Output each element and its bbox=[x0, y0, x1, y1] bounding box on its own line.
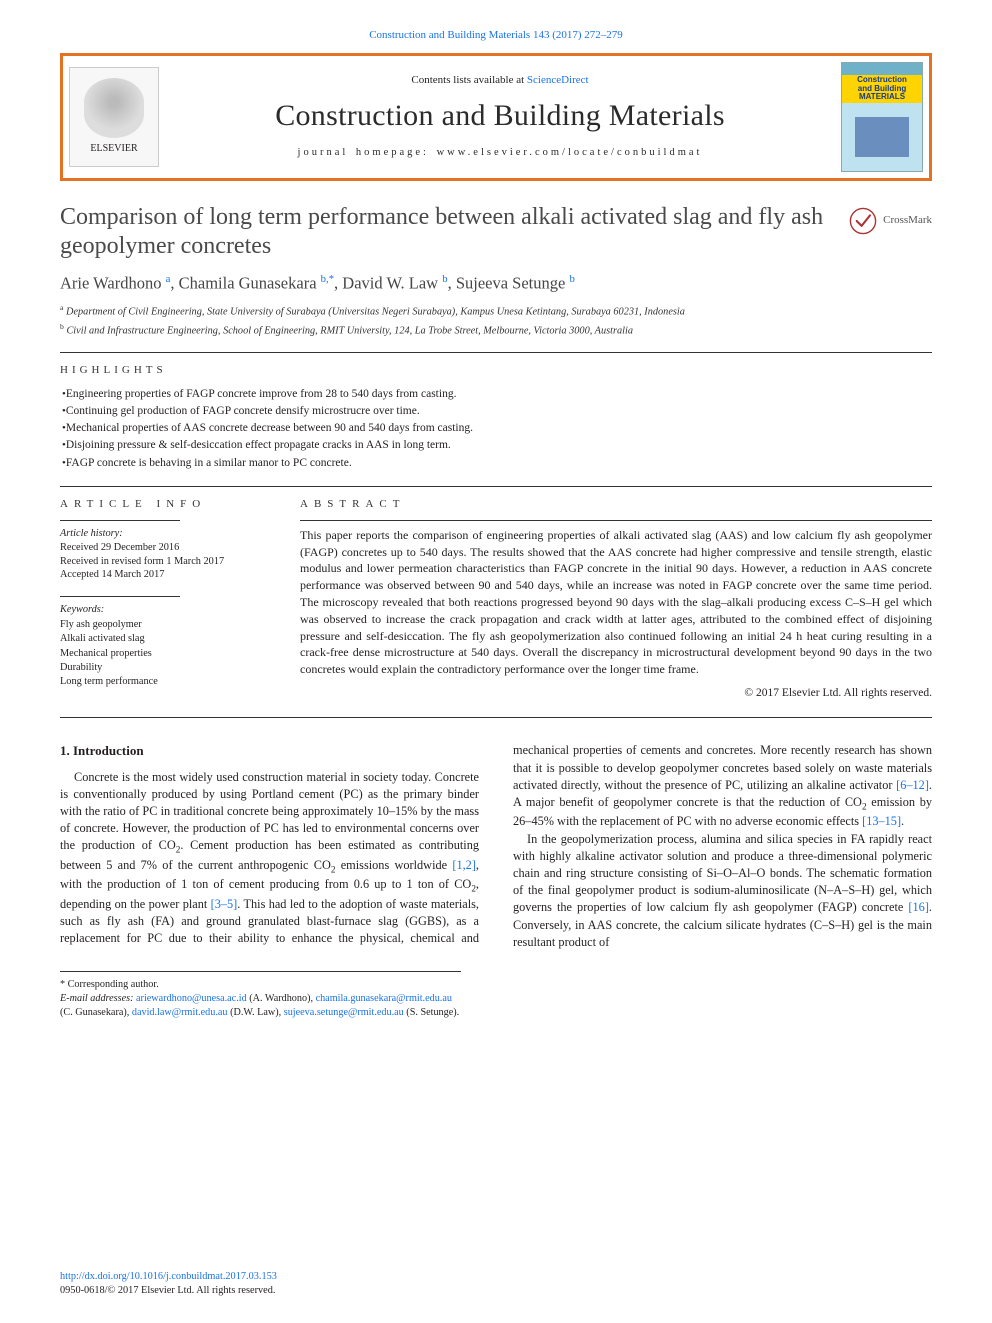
affiliation-b: b Civil and Infrastructure Engineering, … bbox=[60, 322, 932, 338]
history-received: Received 29 December 2016 bbox=[60, 541, 260, 555]
ref-link[interactable]: [3–5] bbox=[211, 897, 238, 911]
divider bbox=[60, 486, 932, 487]
abstract-heading: ABSTRACT bbox=[300, 497, 932, 512]
elsevier-logo: ELSEVIER bbox=[69, 67, 159, 167]
journal-homepage: journal homepage: www.elsevier.com/locat… bbox=[169, 146, 831, 160]
journal-ref-header: Construction and Building Materials 143 … bbox=[60, 28, 932, 43]
ref-link[interactable]: [1,2] bbox=[452, 858, 476, 872]
ref-link[interactable]: [13–15] bbox=[862, 814, 901, 828]
keywords-block: Keywords: Fly ash geopolymer Alkali acti… bbox=[60, 603, 260, 689]
text: (D.W. Law), bbox=[228, 1007, 284, 1018]
author-2: Chamila Gunasekara bbox=[179, 274, 317, 293]
email-addresses: E-mail addresses: ariewardhono@unesa.ac.… bbox=[60, 992, 461, 1020]
highlight-item: Mechanical properties of AAS concrete de… bbox=[62, 420, 932, 437]
email-link[interactable]: ariewardhono@unesa.ac.id bbox=[136, 993, 247, 1004]
email-link[interactable]: sujeeva.setunge@rmit.edu.au bbox=[284, 1007, 404, 1018]
text: (S. Setunge). bbox=[404, 1007, 459, 1018]
article-info-heading: ARTICLE INFO bbox=[60, 497, 260, 512]
contents-list-pre: Contents lists available at bbox=[411, 74, 526, 86]
keyword: Fly ash geopolymer bbox=[60, 618, 260, 632]
affiliation-a: a Department of Civil Engineering, State… bbox=[60, 303, 932, 319]
author-4: Sujeeva Setunge bbox=[456, 274, 566, 293]
keyword: Long term performance bbox=[60, 675, 260, 689]
text: In the geopolymerization process, alumin… bbox=[513, 832, 932, 915]
author-2-affil-sup: b, bbox=[321, 273, 329, 285]
affiliation-b-text: Civil and Infrastructure Engineering, Sc… bbox=[66, 325, 633, 336]
text: emissions worldwide bbox=[335, 858, 452, 872]
intro-heading: 1. Introduction bbox=[60, 742, 479, 760]
contents-list-line: Contents lists available at ScienceDirec… bbox=[169, 73, 831, 88]
highlights-heading: HIGHLIGHTS bbox=[60, 363, 932, 378]
author-list: Arie Wardhono a, Chamila Gunasekara b,*,… bbox=[60, 272, 932, 295]
crossmark-icon bbox=[849, 207, 877, 235]
text: . This had led to the adoption of waste bbox=[237, 897, 427, 911]
author-4-affil-sup: b bbox=[569, 273, 574, 285]
page-footer: http://dx.doi.org/10.1016/j.conbuildmat.… bbox=[60, 1270, 277, 1297]
divider bbox=[300, 520, 932, 521]
divider-short bbox=[60, 596, 180, 597]
history-revised: Received in revised form 1 March 2017 bbox=[60, 555, 260, 569]
journal-cover-thumbnail: Construction and Building MATERIALS bbox=[841, 62, 923, 172]
author-3-affil-sup: b bbox=[442, 273, 447, 285]
keyword: Alkali activated slag bbox=[60, 632, 260, 646]
divider-short bbox=[60, 520, 180, 521]
divider bbox=[60, 717, 932, 718]
text: (C. Gunasekara), bbox=[60, 1007, 132, 1018]
author-2-corr-sup: * bbox=[329, 273, 334, 285]
abstract-text: This paper reports the comparison of eng… bbox=[300, 527, 932, 678]
ref-link[interactable]: [16] bbox=[908, 900, 929, 914]
issn-copyright: 0950-0618/© 2017 Elsevier Ltd. All right… bbox=[60, 1285, 275, 1296]
keyword: Durability bbox=[60, 661, 260, 675]
highlight-item: Continuing gel production of FAGP concre… bbox=[62, 403, 932, 420]
highlight-item: FAGP concrete is behaving in a similar m… bbox=[62, 455, 932, 472]
crossmark-badge[interactable]: CrossMark bbox=[849, 207, 932, 235]
crossmark-label: CrossMark bbox=[883, 213, 932, 228]
article-history: Article history: Received 29 December 20… bbox=[60, 527, 260, 583]
doi-link[interactable]: http://dx.doi.org/10.1016/j.conbuildmat.… bbox=[60, 1271, 277, 1282]
author-1: Arie Wardhono bbox=[60, 274, 161, 293]
corresponding-author-note: * Corresponding author. bbox=[60, 978, 461, 992]
text: . bbox=[901, 814, 904, 828]
article-history-head: Article history: bbox=[60, 527, 260, 541]
intro-paragraph-2: In the geopolymerization process, alumin… bbox=[513, 831, 932, 951]
email-link[interactable]: david.law@rmit.edu.au bbox=[132, 1007, 228, 1018]
email-label: E-mail addresses: bbox=[60, 993, 133, 1004]
email-link[interactable]: chamila.gunasekara@rmit.edu.au bbox=[316, 993, 452, 1004]
keywords-head: Keywords: bbox=[60, 603, 260, 617]
highlight-item: Engineering properties of FAGP concrete … bbox=[62, 386, 932, 403]
elsevier-logo-text: ELSEVIER bbox=[90, 142, 137, 156]
journal-name: Construction and Building Materials bbox=[169, 96, 831, 137]
affiliation-a-text: Department of Civil Engineering, State U… bbox=[66, 307, 685, 318]
author-3: David W. Law bbox=[342, 274, 438, 293]
sciencedirect-link[interactable]: ScienceDirect bbox=[527, 74, 589, 86]
divider bbox=[60, 352, 932, 353]
abstract-copyright: © 2017 Elsevier Ltd. All rights reserved… bbox=[300, 686, 932, 702]
footnotes: * Corresponding author. E-mail addresses… bbox=[60, 971, 461, 1019]
cover-title3: MATERIALS bbox=[859, 93, 905, 101]
text: (A. Wardhono), bbox=[247, 993, 316, 1004]
ref-link[interactable]: [6–12] bbox=[896, 778, 929, 792]
journal-banner: ELSEVIER Contents lists available at Sci… bbox=[60, 53, 932, 181]
highlight-item: Disjoining pressure & self-desiccation e… bbox=[62, 437, 932, 454]
author-1-affil-sup: a bbox=[166, 273, 171, 285]
highlights-list: Engineering properties of FAGP concrete … bbox=[60, 386, 932, 472]
paper-title: Comparison of long term performance betw… bbox=[60, 203, 833, 261]
history-accepted: Accepted 14 March 2017 bbox=[60, 568, 260, 582]
keyword: Mechanical properties bbox=[60, 647, 260, 661]
journal-ref-link[interactable]: Construction and Building Materials 143 … bbox=[369, 29, 623, 41]
